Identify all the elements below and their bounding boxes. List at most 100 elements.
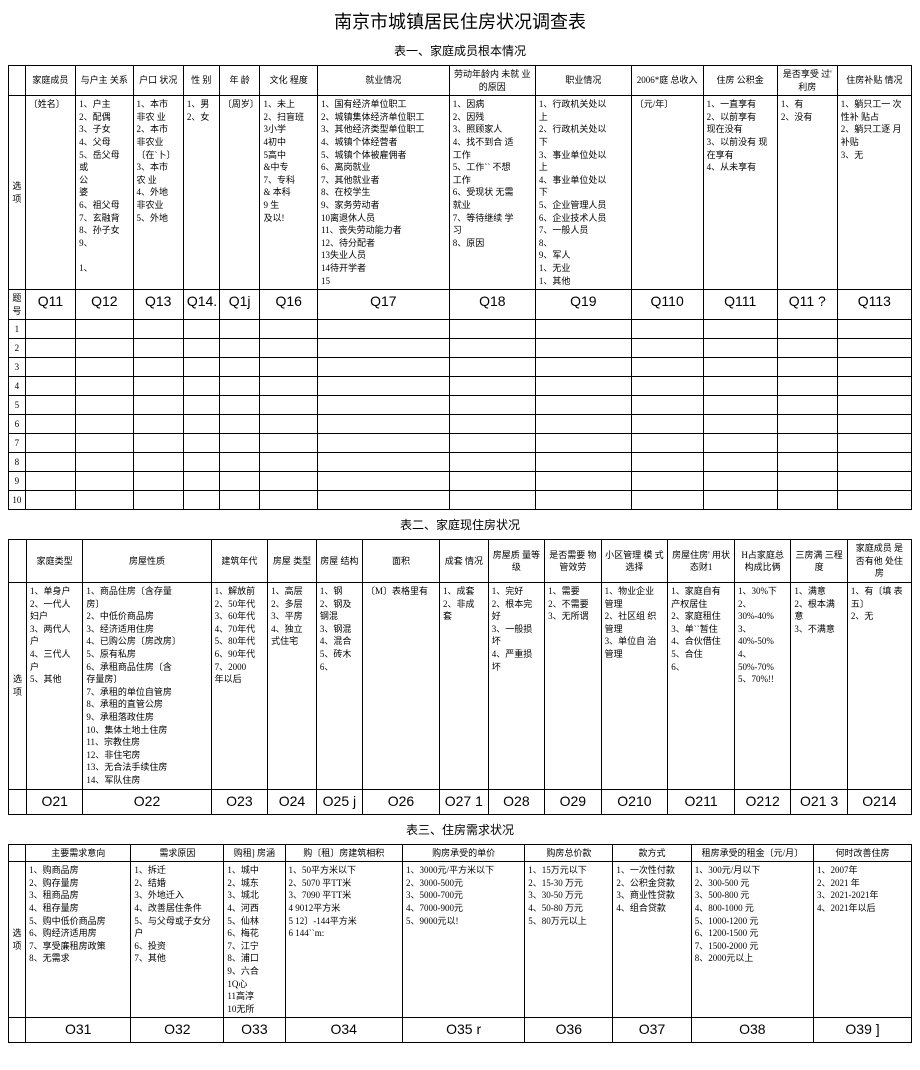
t1-o6: 1、国有经济单位职工 2、城镇集体经济单位职工 3、其他经济类型单位职工 4、城… xyxy=(317,96,449,290)
t1-q4: Q1j xyxy=(219,290,260,320)
t2-h13: 家庭成员 是 否有他 处住 房 xyxy=(847,540,911,583)
t1-corner xyxy=(9,66,26,96)
t1-q6: Q17 xyxy=(317,290,449,320)
t1-opts-label: 选 项 xyxy=(9,96,26,290)
t2-h9: 小区管理 模 式选择 xyxy=(601,540,668,583)
t2-h8: 是否需要 物 管效劳 xyxy=(545,540,601,583)
t1-r4: 4 xyxy=(9,377,26,396)
t1-q9: Q110 xyxy=(631,290,703,320)
t2-h6: 成套 情况 xyxy=(439,540,488,583)
t2-q2: O23 xyxy=(211,789,267,814)
t2-h5: 面积 xyxy=(363,540,440,583)
t1-q3: Q14. xyxy=(183,290,219,320)
t1-r6: 6 xyxy=(9,415,26,434)
t1-r10: 10 xyxy=(9,491,26,510)
t1-r3: 3 xyxy=(9,358,26,377)
t3-opts-label: 选项 xyxy=(9,862,26,1018)
t1-o10: 1、一直享有 2、以前享有 现在没有 3、以前没有 现 在享有 4、从未享有 xyxy=(703,96,777,290)
t2-h4: 房屋 结构 xyxy=(316,540,362,583)
t1-h11: 是否享受 过' 利房 xyxy=(777,66,837,96)
t3-o0: 1、购商品房 2、购存量房 3、租商品房 4、租存量房 5、购中低价商品房 6、… xyxy=(26,862,131,1018)
t2-o10: 1、家庭自有 产权居住 2、家庭租住 3、单``暂住 4、合伙借住 5、合住 6… xyxy=(668,583,735,790)
t2-h1: 房屋性质 xyxy=(83,540,211,583)
t3-h4: 购房承受的单价 xyxy=(402,844,524,862)
t1-q11: Q11 ? xyxy=(777,290,837,320)
t2-o1: 1、商品住房〔含存量 房〕 2、中低价商品房 3、经济适用住房 4、已购公房〔房… xyxy=(83,583,211,790)
t1-r1: 1 xyxy=(9,320,26,339)
t3-o8: 1、2007年 2、2021 年 3、2021-2021年 4、2021年以后 xyxy=(814,862,912,1018)
t1-h2: 户口 状况 xyxy=(133,66,183,96)
t3-q0: O31 xyxy=(26,1018,131,1043)
t2-o11: 1、30%下 2、30%-40% 3、40%-50% 4、50%-70% 5、7… xyxy=(734,583,790,790)
t1-q5: Q16 xyxy=(260,290,317,320)
t2-q12: O21 3 xyxy=(791,789,847,814)
t2-h10: 房屋住房' 用状态财1 xyxy=(668,540,735,583)
t3-o5: 1、15万元以下 2、15-30 万元 3、30-50 万元 4、50-80 万… xyxy=(525,862,613,1018)
t2-o9: 1、物业企业 管理 2、社区组 织 管理 3、单位自 治 管理 xyxy=(601,583,668,790)
t3-q1: O32 xyxy=(131,1018,224,1043)
t1-r7: 7 xyxy=(9,434,26,453)
table3: 主要需求意向 需求原因 购租] 房涵 购〔租〕房建筑相积 购房承受的单价 购房总… xyxy=(8,844,912,1044)
t2-h7: 房屋质 量等 级 xyxy=(488,540,544,583)
t1-r8: 8 xyxy=(9,453,26,472)
t1-r2: 2 xyxy=(9,339,26,358)
t1-o5: 1、未上 2、扫盲班 3小学 4初中 5高中 &中专 7、专科 & 本科 9 生… xyxy=(260,96,317,290)
table2-title: 表二、家庭现住房状况 xyxy=(8,516,912,533)
t3-q5: O36 xyxy=(525,1018,613,1043)
t1-q2: Q13 xyxy=(133,290,183,320)
t1-o11: 1、有 2、没有 xyxy=(777,96,837,290)
t2-o7: 1、完好 2、根本完 好 3、一般损 坏 4、严重损 坏 xyxy=(488,583,544,790)
t1-o7: 1、因病 2、因残 3、照顾家人 4、找不到合 适 工作 5、工作`` 不想 工… xyxy=(449,96,535,290)
t2-q0: O21 xyxy=(26,789,82,814)
t1-q-label: 题 号 xyxy=(9,290,26,320)
t2-q13: O214 xyxy=(847,789,911,814)
t3-o1: 1、拆迁 2、结婚 3、外地迁入 4、改善居住条件 5、与父母或子女分 户 6、… xyxy=(131,862,224,1018)
t3-h7: 租房承受的租金〔元/月〕 xyxy=(691,844,813,862)
table1-title: 表一、家庭成员根本情况 xyxy=(8,42,912,59)
t2-corner xyxy=(9,540,27,583)
t3-q2: O33 xyxy=(224,1018,285,1043)
table2: 家庭类型 房屋性质 建筑年代 房屋 类型 房屋 结构 面积 成套 情况 房屋质 … xyxy=(8,539,912,814)
t2-q11: O212 xyxy=(734,789,790,814)
t2-o0: 1、单身户 2、一代人 妇户 3、两代人 户 4、三代人 户 5、其他 xyxy=(26,583,82,790)
t1-q8: Q19 xyxy=(535,290,631,320)
t3-q3: O34 xyxy=(285,1018,402,1043)
t3-q-label xyxy=(9,1018,26,1043)
t2-q8: O29 xyxy=(545,789,601,814)
t1-r9: 9 xyxy=(9,472,26,491)
t2-o13: 1、有〔填 表 五〕 2、无 xyxy=(847,583,911,790)
t3-corner xyxy=(9,844,26,862)
t1-q12: Q113 xyxy=(837,290,911,320)
t2-q-label xyxy=(9,789,27,814)
t2-opts-label: 选项 xyxy=(9,583,27,790)
t1-o8: 1、行政机关处以 上 2、行政机关处以 下 3、事业单位处以 上 4、事业单位处… xyxy=(535,96,631,290)
t1-o3: 1、男 2、女 xyxy=(183,96,219,290)
t3-o7: 1、300元/月以下 2、300-500 元 3、500-800 元 4、800… xyxy=(691,862,813,1018)
t2-h3: 房屋 类型 xyxy=(268,540,317,583)
t2-q3: O24 xyxy=(268,789,317,814)
t2-o5: 〔M〕表格里有 xyxy=(363,583,440,790)
t1-h1: 与户主 关系 xyxy=(76,66,133,96)
table3-title: 表三、住房需求状况 xyxy=(8,821,912,838)
t2-q4: O25 j xyxy=(316,789,362,814)
t1-q10: Q111 xyxy=(703,290,777,320)
t3-h5: 购房总价款 xyxy=(525,844,613,862)
t1-o0: 〔姓名〕 xyxy=(25,96,75,290)
t2-o4: 1、钢 2、钢及 钢混 3、钢混 4、混合 5、砖木 6、 xyxy=(316,583,362,790)
t2-o12: 1、满意 2、根本满 意 3、不满意 xyxy=(791,583,847,790)
t3-o4: 1、3000元/平方米以下 2、3000-500元 3、5000-700元 4、… xyxy=(402,862,524,1018)
t2-q9: O210 xyxy=(601,789,668,814)
t2-q6: O27 1 xyxy=(439,789,488,814)
t2-o6: 1、成套 2、非成 套 xyxy=(439,583,488,790)
t1-h6: 就业情况 xyxy=(317,66,449,96)
t3-h6: 款方式 xyxy=(613,844,691,862)
t2-h2: 建筑年代 xyxy=(211,540,267,583)
t3-h3: 购〔租〕房建筑相积 xyxy=(285,844,402,862)
t1-q1: Q12 xyxy=(76,290,133,320)
t2-o2: 1、解放前 2、50年代 3、60年代 4、70年代 5、80年代 6、90年代… xyxy=(211,583,267,790)
t3-o2: 1、城中 2、城东 3、城北 4、河西 5、仙林 6、梅花 7、江宁 8、浦口 … xyxy=(224,862,285,1018)
t2-q5: O26 xyxy=(363,789,440,814)
t3-h1: 需求原因 xyxy=(131,844,224,862)
t1-o12: 1、躺只工一 次 性补 贴占 2、躺只工逐 月 补贴 3、无 xyxy=(837,96,911,290)
t1-o9: 〔元/年〕 xyxy=(631,96,703,290)
